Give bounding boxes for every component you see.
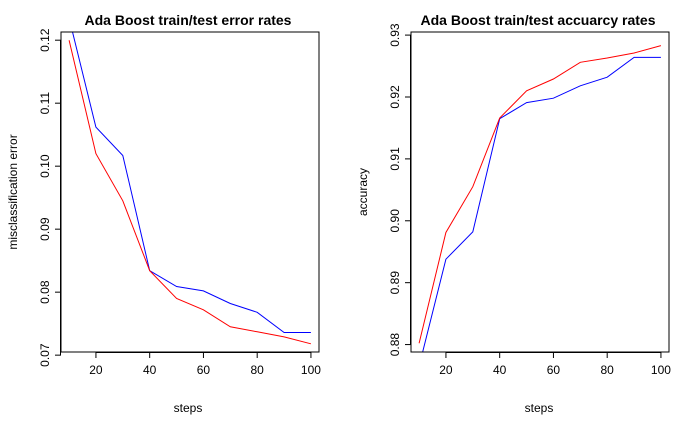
accuracy-chart-y-tick-label: 0.93 <box>388 23 402 47</box>
accuracy-chart-y-tick-label: 0.90 <box>388 209 402 233</box>
error-chart-x-tick-label: 100 <box>301 363 321 377</box>
error-chart-x-tick-label: 60 <box>197 363 211 377</box>
error-chart-x-tick-label: 80 <box>251 363 265 377</box>
accuracy-chart-y-tick-label: 0.88 <box>388 333 402 357</box>
error-chart-x-tick-label: 40 <box>143 363 157 377</box>
error-chart-y-tick-label: 0.10 <box>38 154 52 178</box>
accuracy-chart-y-tick-label: 0.89 <box>388 271 402 295</box>
accuracy-chart-red-series-line <box>418 45 662 344</box>
accuracy-chart-x-tick-label: 80 <box>601 363 615 377</box>
accuracy-chart-x-tick-label: 40 <box>493 363 507 377</box>
error-chart-red-series-line <box>68 40 312 345</box>
error-chart-y-tick-label: 0.07 <box>38 343 52 367</box>
error-chart-y-tick-label: 0.09 <box>38 217 52 241</box>
accuracy-chart-x-tick-label: 100 <box>651 363 671 377</box>
accuracy-chart-y-axis-label: accuracy <box>356 168 370 216</box>
error-chart-blue-series-line <box>72 32 311 333</box>
error-chart-y-tick-label: 0.11 <box>38 92 52 115</box>
accuracy-chart-series <box>418 45 662 352</box>
accuracy-chart-y-tick-label: 0.91 <box>388 147 402 171</box>
error-chart-x-axis-label: steps <box>174 401 203 415</box>
accuracy-chart-x-tick-label: 60 <box>547 363 561 377</box>
accuracy-chart-blue-series-line <box>422 56 661 352</box>
error-chart-y-tick-label: 0.08 <box>38 280 52 304</box>
accuracy-chart-x-tick-label: 20 <box>439 363 453 377</box>
accuracy-chart-x-axis-label: steps <box>525 401 554 415</box>
error-chart-series <box>68 32 312 345</box>
error-chart-title: Ada Boost train/test error rates <box>85 12 292 28</box>
accuracy-chart-plot-frame <box>410 31 670 353</box>
error-chart-plot-frame <box>60 31 320 353</box>
error-chart-y-tick-label: 0.12 <box>38 28 52 52</box>
error-rate-panel: Ada Boost train/test error rates steps m… <box>6 12 321 415</box>
error-chart-x-tick-label: 20 <box>89 363 103 377</box>
accuracy-chart-title: Ada Boost train/test accuarcy rates <box>421 12 656 28</box>
accuracy-chart-y-tick-label: 0.92 <box>388 85 402 109</box>
accuracy-panel: Ada Boost train/test accuarcy rates step… <box>356 12 671 415</box>
error-chart-y-axis-label: misclassification error <box>6 134 20 249</box>
